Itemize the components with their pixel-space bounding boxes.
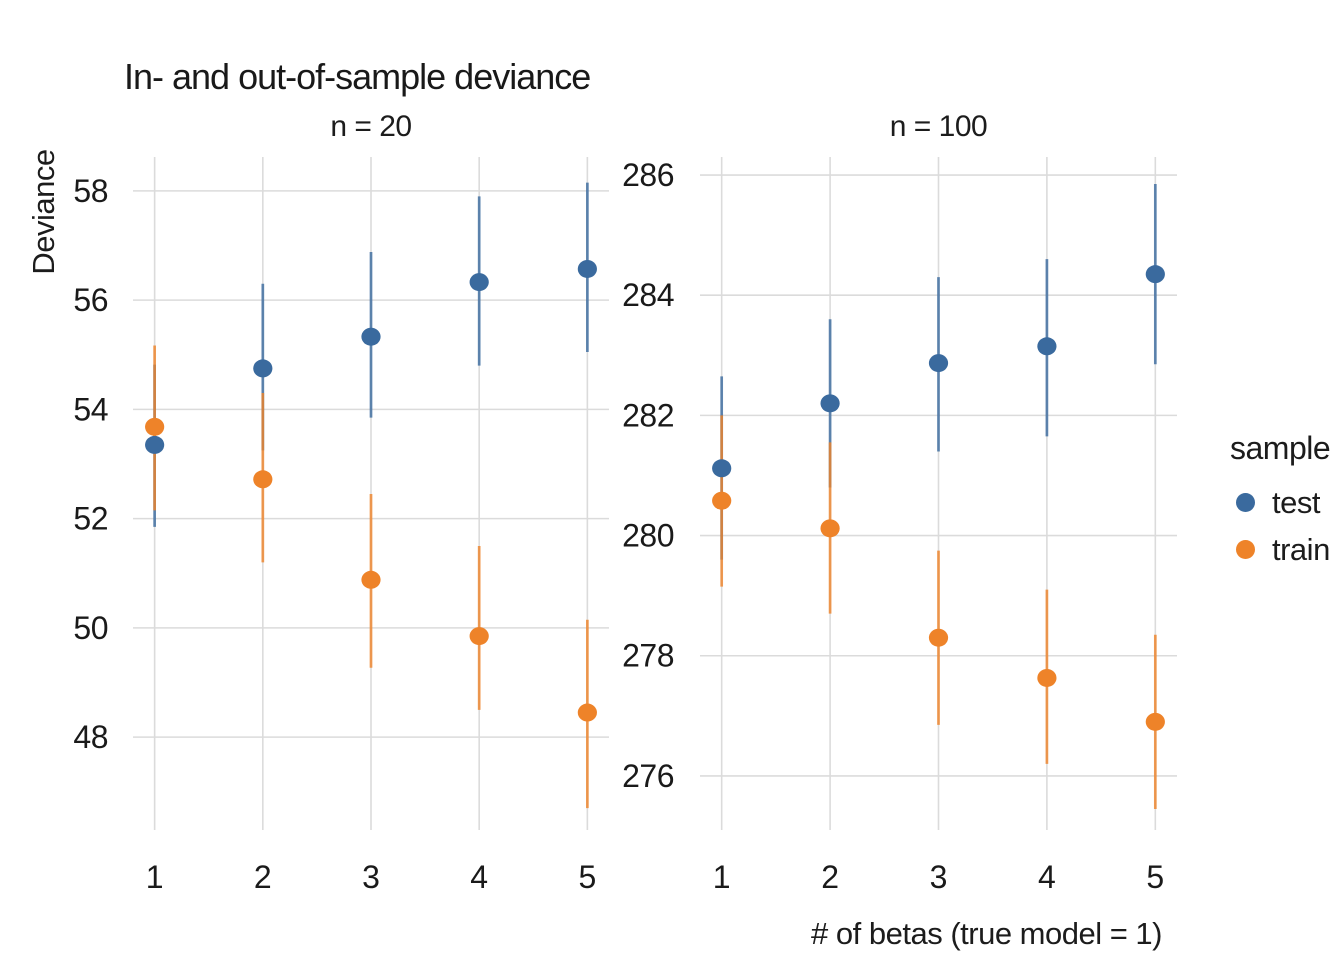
train-point [145,417,165,436]
test-point [712,459,732,478]
y-tick-label: 48 [73,719,108,755]
test-point [928,354,949,373]
legend-item-test: test [1228,485,1344,519]
x-tick-label: 2 [821,859,839,895]
train-point [712,491,732,510]
y-tick-label: 286 [622,157,674,193]
legend-title: sample [1230,430,1331,466]
y-tick-label: 280 [622,518,674,554]
facet-strip-n100: n = 100 [889,110,988,143]
test-point [145,435,165,454]
train-point [361,570,381,589]
x-tick-label: 4 [1038,859,1056,895]
y-axis-title: Deviance [26,149,61,275]
x-tick-label: 2 [254,859,272,895]
y-tick-label: 58 [73,173,108,209]
train-point [928,628,949,647]
x-axis-title: # of betas (true model = 1) [811,916,1162,951]
y-tick-label: 50 [73,610,108,646]
x-tick-label: 1 [146,859,164,895]
x-tick-label: 5 [1146,859,1164,895]
train-point [1145,712,1165,731]
test-point [1145,265,1165,284]
y-tick-label: 284 [622,277,674,313]
x-tick-label: 3 [930,859,948,895]
test-point-icon [1236,492,1255,512]
train-point [469,627,489,646]
test-point [361,327,381,346]
x-tick-label: 1 [713,859,731,895]
test-point [253,359,273,378]
facet-strip-n20: n = 20 [330,110,412,143]
train-point [577,703,597,722]
train-point [820,519,840,538]
chart-title: In- and out-of-sample deviance [124,56,591,97]
test-point [820,394,840,413]
test-point [1037,337,1057,356]
legend-label-test: test [1272,484,1320,520]
train-point [253,470,273,489]
x-tick-label: 5 [578,859,596,895]
x-tick-label: 4 [470,859,488,895]
y-tick-label: 52 [73,501,108,537]
y-tick-label: 282 [622,397,674,433]
test-point [577,259,597,278]
legend-item-train: train [1228,532,1344,566]
y-tick-label: 56 [73,282,108,318]
y-tick-label: 276 [622,758,674,794]
x-tick-label: 3 [362,859,380,895]
legend-label-train: train [1272,531,1330,567]
legend: sample test train [1228,430,1344,579]
train-point [1037,668,1057,687]
test-point [469,273,489,292]
y-tick-label: 54 [73,391,108,427]
train-point-icon [1236,539,1255,559]
y-tick-label: 278 [622,638,674,674]
